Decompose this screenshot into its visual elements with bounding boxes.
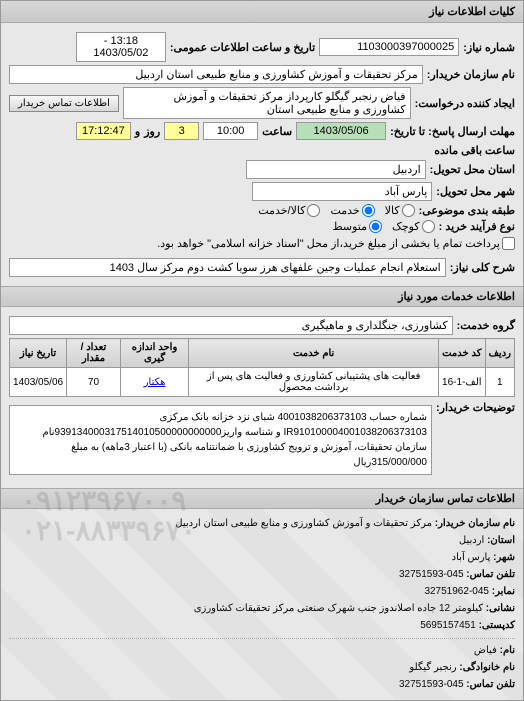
c-post-label: کدپستی:: [479, 620, 515, 631]
city-field: پارس آباد: [252, 182, 432, 201]
radio-both[interactable]: کالا/خدمت: [258, 204, 320, 217]
remaining-label: ساعت باقی مانده: [434, 144, 515, 157]
unit-link[interactable]: هکتار: [144, 377, 166, 388]
buyer-org-label: نام سازمان خریدار:: [427, 68, 515, 81]
buyer-contact-button[interactable]: اطلاعات تماس خریدار: [9, 95, 119, 112]
c-family: رنجبر گیگلو: [409, 662, 456, 673]
desc-label: توضیحات خریدار:: [436, 401, 515, 414]
public-datetime-label: تاریخ و ساعت اطلاعات عمومی:: [170, 41, 315, 54]
radio-medium[interactable]: متوسط: [332, 220, 382, 233]
public-date-field: 13:18 - 1403/05/02: [76, 32, 166, 62]
c-family-label: نام خانوادگی:: [459, 662, 515, 673]
day-label: روز: [144, 125, 160, 138]
c-city: پارس آباد: [452, 552, 491, 563]
th-name: نام خدمت: [189, 339, 439, 368]
and-label: و: [135, 125, 140, 138]
deadline-hour-field: 10:00: [203, 122, 258, 140]
c-org: مرکز تحقیقات و آموزش کشاورزی و منابع طبی…: [175, 518, 432, 529]
title-field: استعلام انجام عملیات وجین علفهای هرز سوی…: [9, 258, 446, 277]
services-table: ردیف کد خدمت نام خدمت واحد اندازه گیری ت…: [9, 338, 515, 397]
td-row: 1: [485, 368, 514, 397]
service-group-label: گروه خدمت:: [457, 319, 515, 332]
process-label: نوع فرآیند خرید :: [439, 220, 515, 233]
contact-section-header: اطلاعات تماس سازمان خریدار: [1, 488, 523, 509]
th-date: تاریخ نیاز: [10, 339, 67, 368]
td-name: فعالیت های پشتیبانی کشاورزی و فعالیت های…: [189, 368, 439, 397]
c-phone-label: تلفن تماس:: [466, 569, 515, 580]
th-qty: تعداد / مقدار: [67, 339, 121, 368]
deadline-label: مهلت ارسال پاسخ: تا تاریخ:: [390, 125, 515, 138]
province-label: استان محل تحویل:: [430, 163, 515, 176]
c-org-label: نام سازمان خریدار:: [435, 518, 515, 529]
radio-goods[interactable]: کالا: [385, 204, 415, 217]
service-group-field: کشاورزی، جنگلداری و ماهیگیری: [9, 316, 453, 335]
c-name: فیاض: [474, 645, 497, 656]
c-province-label: استان:: [487, 535, 515, 546]
table-row: 1 الف-1-16 فعالیت های پشتیبانی کشاورزی و…: [10, 368, 515, 397]
c-name-label: نام:: [500, 645, 515, 656]
td-qty: 70: [67, 368, 121, 397]
c-phone2: 045-32751593: [399, 679, 464, 690]
td-code: الف-1-16: [439, 368, 486, 397]
creator-label: ایجاد کننده درخواست:: [415, 97, 515, 110]
c-province: اردبیل: [459, 535, 484, 546]
radio-service[interactable]: خدمت: [330, 204, 374, 217]
request-no-label: شماره نیاز:: [463, 41, 515, 54]
c-fax-label: نمابر:: [492, 586, 515, 597]
process-radio-group: کوچک متوسط: [332, 220, 434, 233]
c-fax: 045-32751962: [424, 586, 489, 597]
c-phone2-label: تلفن تماس:: [466, 679, 515, 690]
buyer-org-field: مرکز تحقیقات و آموزش کشاورزی و منابع طبی…: [9, 65, 423, 84]
th-code: کد خدمت: [439, 339, 486, 368]
contact-section: ۰۹۱۲۳۹۶۷۰۰۹ ۰۲۱-۸۸۳۳۹۶۷۰ نام سازمان خرید…: [1, 509, 523, 700]
city-label: شهر محل تحویل:: [436, 185, 515, 198]
days-left-field: 3: [164, 122, 199, 140]
c-post: 5695157451: [420, 620, 476, 631]
package-radio-group: کالا خدمت کالا/خدمت: [258, 204, 414, 217]
c-addr-label: نشانی:: [486, 603, 515, 614]
time-left-field: 17:12:47: [76, 122, 131, 140]
td-date: 1403/05/06: [10, 368, 67, 397]
description-box: شماره حساب 4001038206373103 شبای نزد خزا…: [9, 405, 432, 475]
hour-label-1: ساعت: [262, 125, 292, 138]
radio-small[interactable]: کوچک: [392, 220, 435, 233]
process-note-check[interactable]: پرداخت تمام یا بخشی از مبلغ خرید،از محل …: [157, 237, 515, 250]
title-label: شرح کلی نیاز:: [450, 261, 515, 274]
th-unit: واحد اندازه گیری: [120, 339, 188, 368]
creator-field: فیاض رنجبر گیگلو کارپرداز مرکز تحقیقات و…: [123, 87, 411, 119]
window-title: کلیات اطلاعات نیاز: [1, 1, 523, 23]
deadline-date-field: 1403/05/06: [296, 122, 386, 140]
province-field: اردبیل: [246, 160, 426, 179]
c-city-label: شهر:: [493, 552, 515, 563]
th-row: ردیف: [485, 339, 514, 368]
c-addr: کیلومتر 12 جاده اصلاندوز جنب شهرک صنعتی …: [194, 603, 483, 614]
td-unit: هکتار: [120, 368, 188, 397]
services-section-header: اطلاعات خدمات مورد نیاز: [1, 286, 523, 307]
request-no-field: 1103000397000025: [319, 38, 459, 56]
package-label: طبقه بندی موضوعی:: [419, 204, 515, 217]
c-phone: 045-32751593: [399, 569, 464, 580]
